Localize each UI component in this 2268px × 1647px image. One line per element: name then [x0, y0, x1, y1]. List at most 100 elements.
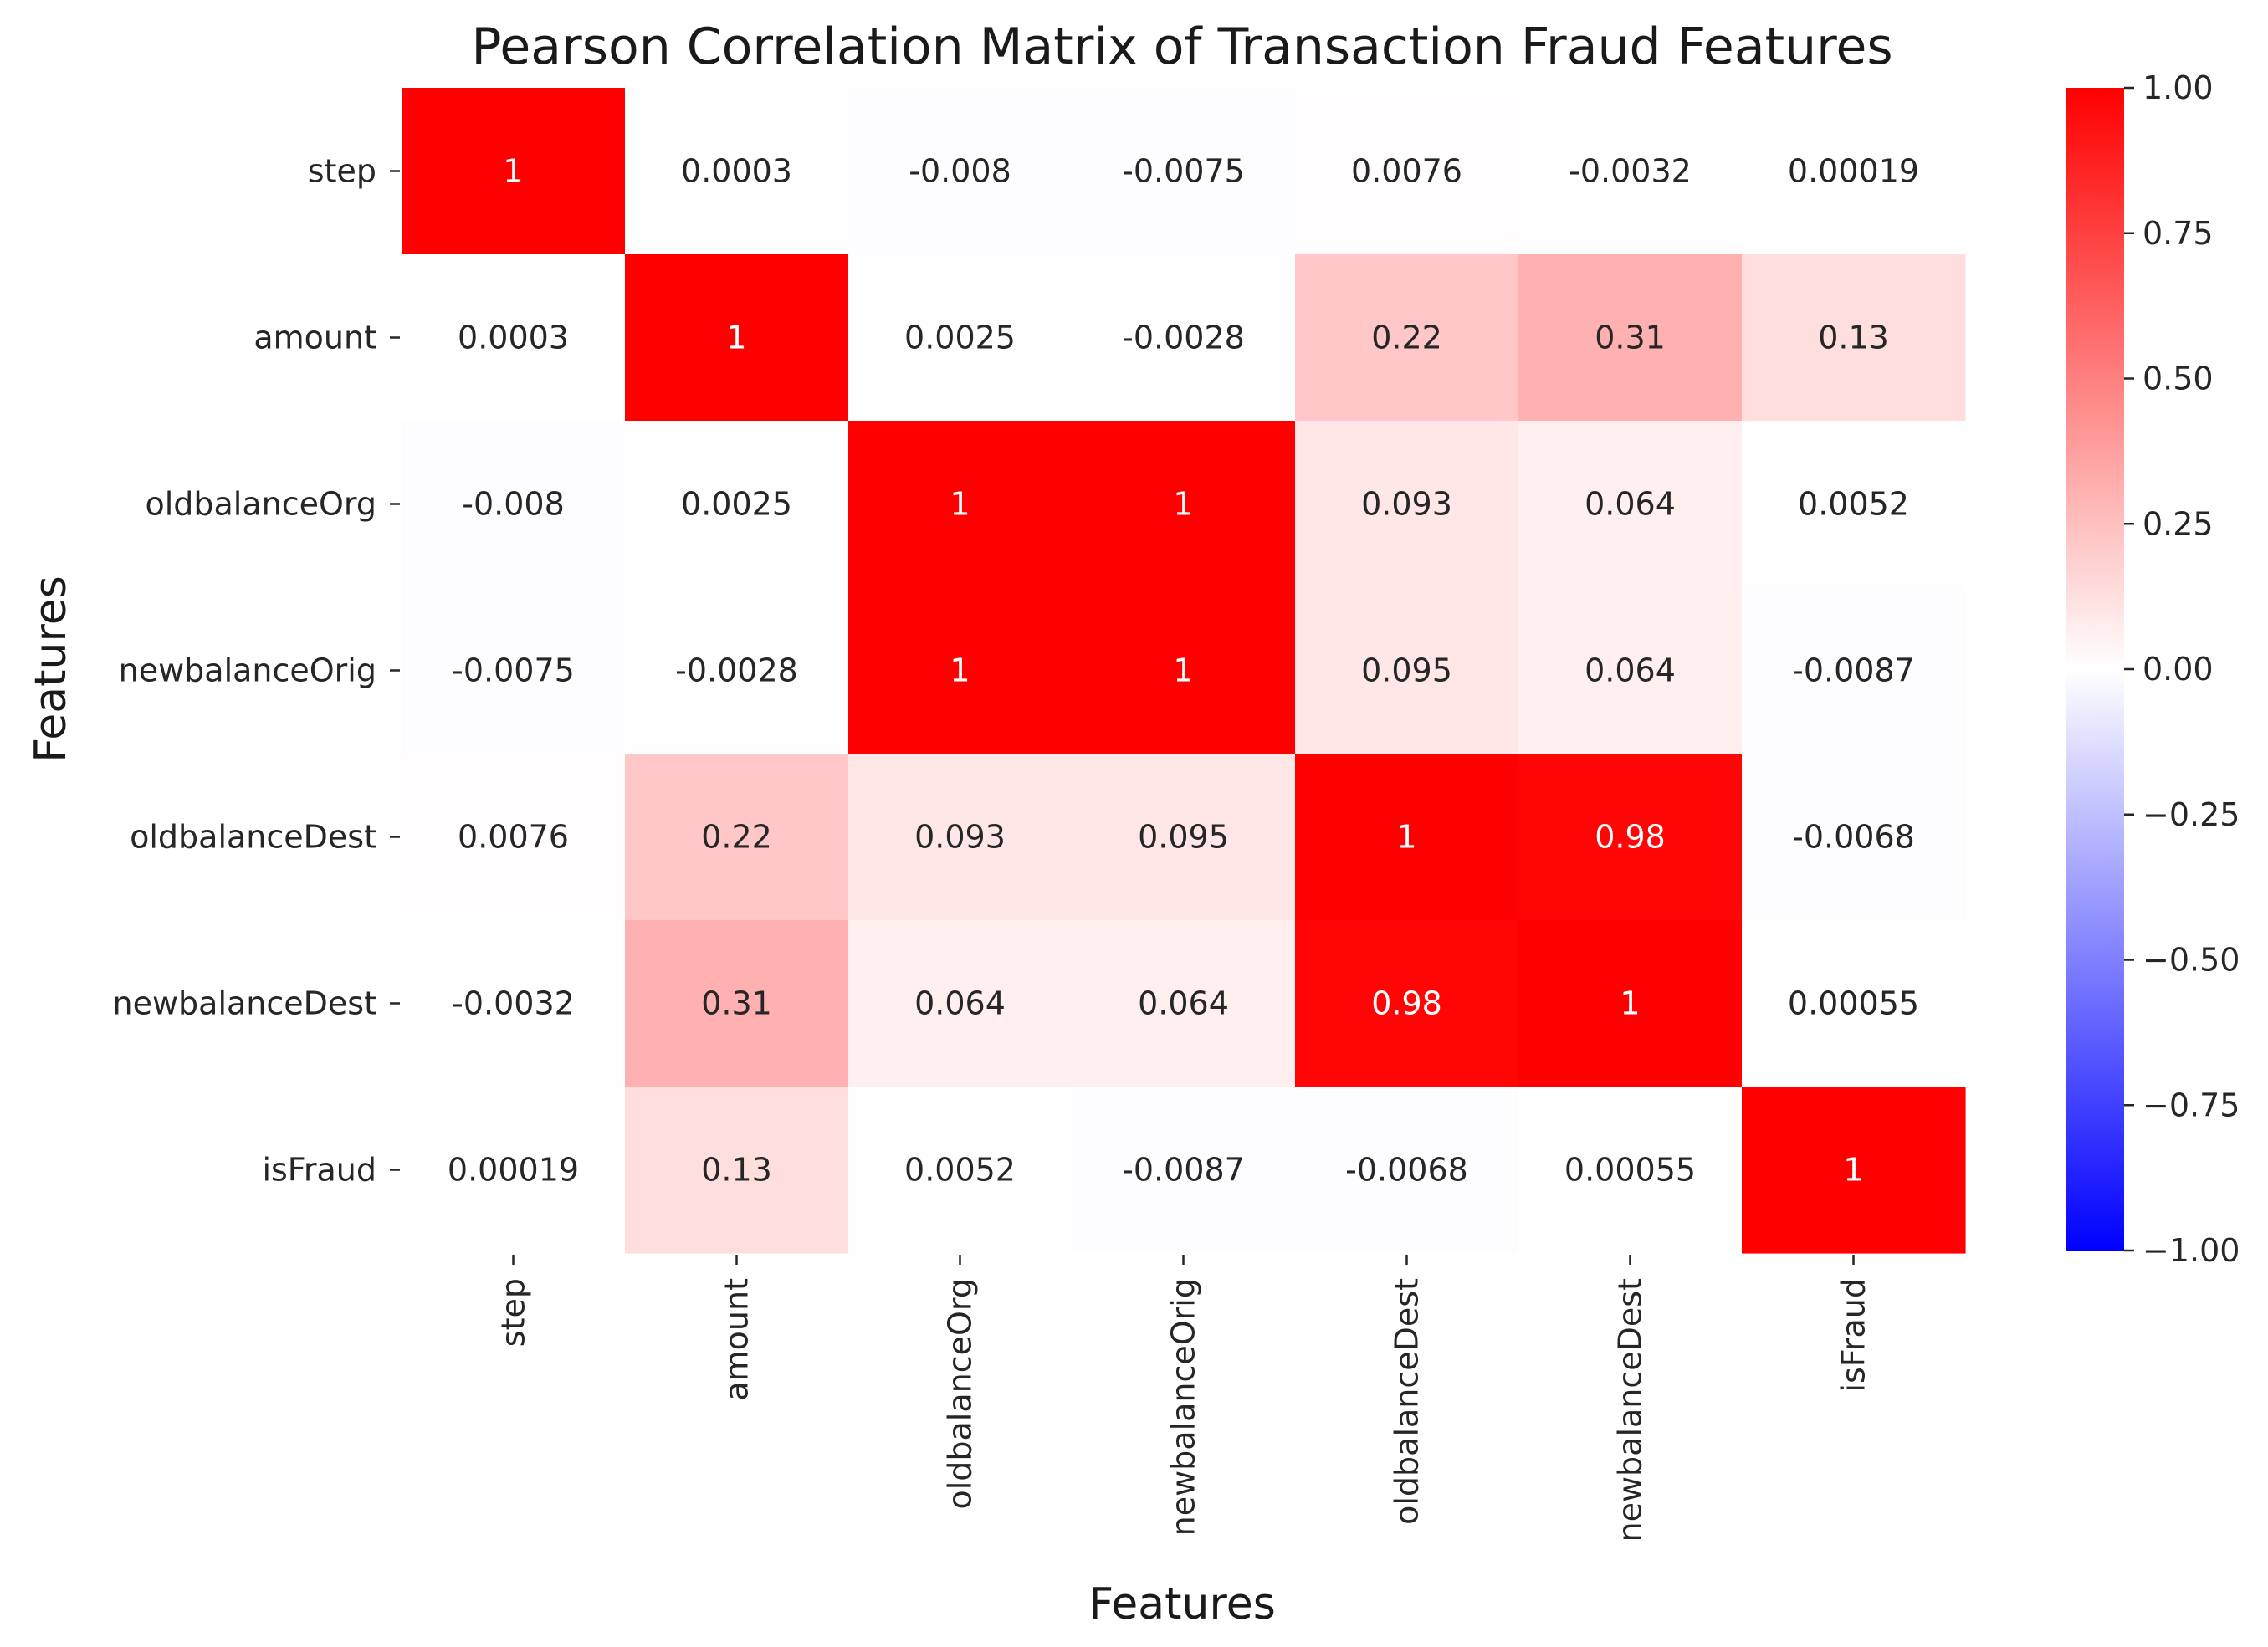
heatmap-cell: [1742, 587, 1966, 754]
heatmap-cell: [1742, 421, 1966, 588]
cell-value-label: -0.0028: [675, 652, 798, 689]
x-tick-label: oldbalanceOrg: [942, 1278, 979, 1510]
y-tick-label: isFraud: [262, 1152, 376, 1189]
cell-value-label: 0.0076: [458, 819, 569, 856]
cell-value-label: 0.093: [1361, 486, 1452, 523]
heatmap-cell: [848, 421, 1073, 588]
cell-value-label: 0.22: [1371, 320, 1442, 356]
heatmap-cell: [1742, 920, 1966, 1087]
cell-value-label: 0.22: [701, 819, 772, 856]
cell-value-label: -0.008: [909, 153, 1011, 190]
colorbar-tick-label: 0.50: [2143, 361, 2214, 397]
cell-value-label: 1: [1173, 486, 1193, 523]
cell-value-label: -0.0032: [1569, 153, 1692, 190]
heatmap-cell: [1518, 254, 1743, 422]
colorbar-tick-label: 0.25: [2143, 505, 2214, 542]
cell-value-label: 0.0003: [458, 320, 569, 356]
heatmap-cell: [1072, 920, 1296, 1087]
heatmap-cell: [625, 587, 849, 754]
heatmap-cell: [1742, 88, 1966, 255]
x-axis-label: Features: [1088, 1579, 1276, 1629]
cell-value-label: 1: [950, 652, 970, 689]
cell-value-label: -0.0028: [1122, 320, 1245, 356]
heatmap-cell: [625, 754, 849, 921]
heatmap-cell: [402, 1087, 626, 1254]
heatmap-cell: [1518, 920, 1743, 1087]
cell-value-label: 1: [1620, 985, 1640, 1022]
heatmap-cell: [1072, 1087, 1296, 1254]
heatmap-cell: [848, 920, 1073, 1087]
colorbar-gradient: [2066, 88, 2124, 1251]
cell-value-label: -0.0068: [1792, 819, 1915, 856]
heatmap-cell: [1742, 754, 1966, 921]
colorbar-tick-label: 1.00: [2143, 69, 2214, 106]
cell-value-label: -0.0087: [1792, 652, 1915, 689]
heatmap-cell: [625, 920, 849, 1087]
cell-value-label: -0.0075: [452, 652, 575, 689]
cell-value-label: -0.008: [462, 486, 565, 523]
colorbar-tick-label: −0.25: [2143, 796, 2240, 833]
heatmap-cell: [1295, 754, 1519, 921]
cell-value-label: -0.0075: [1122, 153, 1245, 190]
cell-value-label: 0.0003: [681, 153, 792, 190]
colorbar-tick-label: 0.75: [2143, 215, 2214, 252]
heatmap-cell: [1518, 587, 1743, 754]
cell-value-label: 0.31: [701, 985, 772, 1022]
cell-value-label: 0.095: [1361, 652, 1452, 689]
cell-value-label: 1: [1173, 652, 1193, 689]
cell-value-label: -0.0087: [1122, 1152, 1245, 1189]
cell-value-label: -0.0068: [1345, 1152, 1468, 1189]
cell-value-label: 0.0025: [904, 320, 1016, 356]
x-tick-label: step: [495, 1278, 532, 1347]
cell-value-label: -0.0032: [452, 985, 575, 1022]
heatmap-cell: [1072, 421, 1296, 588]
heatmap-cell: [1072, 754, 1296, 921]
cell-value-label: 0.13: [1818, 320, 1889, 356]
heatmap-cell: [625, 88, 849, 255]
heatmap-cell: [402, 920, 626, 1087]
y-tick-label: oldbalanceOrg: [145, 486, 376, 523]
y-tick-label: newbalanceDest: [113, 985, 377, 1022]
heatmap-cell: [1742, 1087, 1966, 1254]
y-tick-label: amount: [253, 320, 376, 356]
heatmap-cell: [1072, 88, 1296, 255]
cell-value-label: 0.00019: [1788, 153, 1919, 190]
cell-value-label: 0.064: [914, 985, 1006, 1022]
cell-value-label: 1: [1843, 1152, 1863, 1189]
colorbar-tick-label: −1.00: [2143, 1232, 2240, 1269]
heatmap-cell: [402, 421, 626, 588]
x-tick-label: newbalanceDest: [1612, 1278, 1649, 1542]
heatmap-cell: [402, 254, 626, 422]
x-tick-label: newbalanceOrig: [1165, 1278, 1202, 1536]
cell-value-label: 0.31: [1595, 320, 1666, 356]
heatmap-cell: [402, 88, 626, 255]
heatmap-cell: [1295, 254, 1519, 422]
y-axis: step amount oldbalanceOrg newbalanceOrig old…: [113, 153, 400, 1189]
heatmap-cell: [848, 1087, 1073, 1254]
heatmap-cell-labels: 1 0.0003 -0.008 -0.0075 0.0076 -0.0032 0.00019…: [448, 153, 1919, 1189]
cell-value-label: 0.00055: [1788, 985, 1919, 1022]
heatmap-cell: [1518, 1087, 1743, 1254]
heatmap-cell: [625, 421, 849, 588]
x-axis: step amount oldbalanceOrg newbalanceOrig old…: [495, 1255, 1872, 1542]
x-tick-label: amount: [719, 1278, 755, 1401]
y-axis-label: Features: [26, 575, 76, 763]
cell-value-label: 0.0052: [904, 1152, 1016, 1189]
chart-title: Pearson Correlation Matrix of Transactio…: [471, 18, 1892, 76]
heatmap-cell: [1295, 587, 1519, 754]
heatmap-cell: [1295, 1087, 1519, 1254]
cell-value-label: 0.064: [1585, 486, 1676, 523]
cell-value-label: 1: [726, 320, 746, 356]
x-tick-label: oldbalanceDest: [1389, 1278, 1426, 1525]
heatmap-cell: [848, 754, 1073, 921]
heatmap-cells: [402, 88, 1966, 1254]
cell-value-label: 0.98: [1595, 819, 1666, 856]
cell-value-label: 0.0025: [681, 486, 792, 523]
y-tick-label: newbalanceOrig: [119, 652, 376, 689]
heatmap-cell: [1295, 920, 1519, 1087]
colorbar: 1.00 0.75 0.50 0.25 0.00 −0.25 −0.50 −0.75 −1.00: [2066, 69, 2240, 1269]
heatmap-cell: [1295, 421, 1519, 588]
cell-value-label: 0.095: [1138, 819, 1229, 856]
colorbar-tick-label: −0.75: [2143, 1087, 2240, 1123]
